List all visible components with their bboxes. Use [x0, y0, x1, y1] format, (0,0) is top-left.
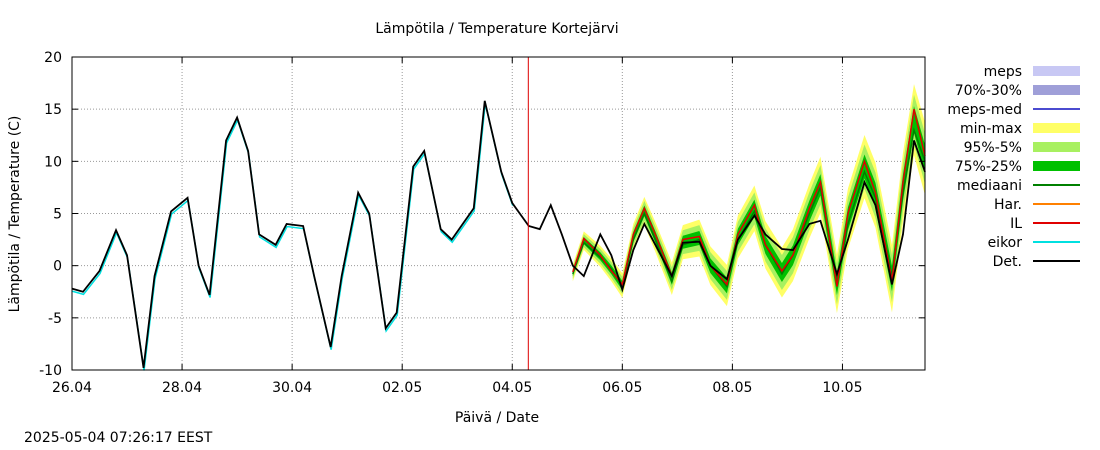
y-tick-label: 0: [53, 259, 62, 275]
x-tick-label: 08.05: [712, 380, 752, 396]
legend-item: mediaani: [957, 178, 1080, 194]
y-tick-label: 20: [44, 50, 62, 66]
legend-swatch: [1033, 161, 1080, 171]
legend-item: IL: [1010, 216, 1080, 232]
legend-item: Har.: [994, 197, 1080, 213]
line-il: [572, 108, 926, 287]
legend-label: 70%-30%: [955, 83, 1022, 99]
x-axis-label: Päivä / Date: [455, 410, 539, 426]
legend-label: 95%-5%: [964, 140, 1022, 156]
legend-label: Det.: [993, 254, 1022, 270]
legend-label: mediaani: [957, 178, 1022, 194]
y-axis-label: Lämpötila / Temperature (C): [7, 116, 23, 313]
legend-item: eikor: [988, 235, 1080, 251]
legend-label: Har.: [994, 197, 1022, 213]
legend-item: Det.: [993, 254, 1080, 270]
legend-swatch: [1033, 123, 1080, 133]
line-mediaani: [572, 127, 926, 289]
y-tick-label: 10: [44, 154, 62, 170]
y-axis-ticks: 20 15 10 5 0 -5 -10: [39, 50, 925, 379]
legend-label: eikor: [988, 235, 1023, 251]
chart-title: Lämpötila / Temperature Kortejärvi: [375, 21, 618, 37]
legend-swatch: [1033, 85, 1080, 95]
x-tick-label: 30.04: [272, 380, 312, 396]
legend-item: 75%-25%: [955, 159, 1080, 175]
x-tick-label: 06.05: [602, 380, 642, 396]
legend-item: 70%-30%: [955, 83, 1080, 99]
legend-item: meps: [984, 64, 1080, 80]
x-tick-label: 02.05: [382, 380, 422, 396]
timestamp: 2025-05-04 07:26:17 EEST: [24, 430, 213, 446]
x-axis-ticks: 26.04 28.04 30.04 02.05 04.05 06.05 08.05 10.05: [52, 57, 862, 396]
legend-label: meps-med: [947, 102, 1022, 118]
legend-label: min-max: [960, 121, 1022, 137]
y-tick-label: -5: [48, 311, 62, 327]
y-tick-label: -10: [39, 363, 62, 379]
legend-swatch: [1033, 66, 1080, 76]
legend-swatch: [1033, 142, 1080, 152]
legend-label: 75%-25%: [955, 159, 1022, 175]
y-tick-label: 15: [44, 102, 62, 118]
x-tick-label: 10.05: [822, 380, 862, 396]
y-tick-label: 5: [53, 207, 62, 223]
legend-item: meps-med: [947, 102, 1080, 118]
x-tick-label: 28.04: [162, 380, 202, 396]
legend-label: IL: [1010, 216, 1022, 232]
grid: [72, 57, 925, 370]
series-lines: [71, 100, 926, 371]
legend-item: 95%-5%: [964, 140, 1080, 156]
legend-item: min-max: [960, 121, 1080, 137]
line-det: [71, 100, 926, 369]
legend-label: meps: [984, 64, 1022, 80]
legend: meps 70%-30% meps-med min-max 95%-5% 75%-25% m…: [947, 64, 1080, 270]
x-tick-label: 04.05: [492, 380, 532, 396]
x-tick-label: 26.04: [52, 380, 92, 396]
